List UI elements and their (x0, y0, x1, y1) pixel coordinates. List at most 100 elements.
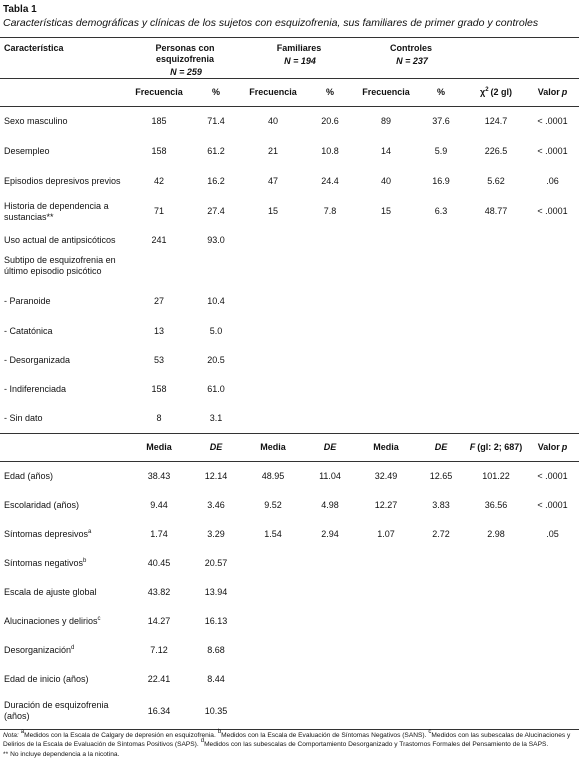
column-header: Media (128, 433, 190, 462)
label-text: - Indiferenciada (4, 383, 67, 394)
note-item: Medidos con las subescalas de Comportami… (204, 741, 549, 748)
table-row: - Catatónica 13 5.0 (0, 317, 579, 346)
row-label: - Paranoide (0, 287, 128, 317)
table-cell: 36.56 (484, 499, 508, 510)
label-text: - Catatónica (4, 325, 53, 336)
table-cell (304, 404, 356, 434)
table-row: - Indiferenciada 158 61.0 (0, 375, 579, 404)
table-row: Edad (años) 38.43 12.14 48.95 11.04 32.49 12.6… (0, 462, 579, 491)
group-name: Controles (390, 43, 433, 53)
header-row: Característica Personas con esquizofrenia… (0, 37, 579, 79)
table-cell (466, 255, 526, 287)
table-cell (356, 549, 416, 578)
table-cell: 43.82 (147, 586, 171, 597)
table-cell (128, 255, 190, 287)
table-row: Escala de ajuste global 43.82 13.94 (0, 578, 579, 607)
table-cell: 226.5 (484, 146, 508, 156)
table-cell: 10.4 (207, 296, 225, 306)
table-cell (304, 227, 356, 255)
table-cell: 8.44 (207, 673, 225, 684)
header-cell (0, 433, 128, 462)
table-cell (526, 255, 579, 287)
column-header: Media (356, 433, 417, 462)
table-cell: 24.4 (321, 176, 339, 186)
table-cell: 8 (156, 412, 162, 423)
table-body: Característica Personas con esquizofrenia… (0, 37, 579, 730)
label-text: Duración de esquizofrenia (años) (4, 700, 109, 722)
text-part: p (561, 442, 568, 452)
table-cell (526, 404, 579, 434)
table-cell: 7.12 (150, 644, 168, 655)
column-header: χ2 (2 gl) (466, 78, 527, 107)
table-cell (242, 227, 304, 255)
table-cell (416, 255, 466, 287)
table-row: Historia de dependencia a sustancias** 71… (0, 197, 579, 227)
table-cell: 40 (381, 176, 392, 186)
table-cell: 124.7 (484, 116, 508, 127)
table-cell (466, 375, 526, 404)
table-row: Escolaridad (años) 9.44 3.46 9.52 4.98 12.27 3… (0, 491, 579, 520)
table-row: Alucinaciones y deliriosc 14.27 16.13 (0, 607, 579, 636)
group-n: N = 259 (170, 67, 202, 77)
column-header: DE (190, 433, 243, 462)
note-sup: a (20, 729, 25, 735)
row-label: Síntomas negativosb (0, 549, 128, 578)
table-cell (242, 404, 304, 434)
label-text: Edad (años) (4, 470, 54, 481)
table-title: Tabla 1 (3, 4, 37, 15)
text-part: DE (209, 442, 223, 452)
table-cell (526, 317, 579, 346)
text-part: (gl: 2; 687) (477, 442, 523, 452)
table-cell: 2.72 (432, 528, 450, 539)
table-cell (466, 317, 526, 346)
table-row: Subtipo de esquizofrenia en último episo… (0, 255, 579, 287)
table-cell: 20.5 (207, 354, 225, 365)
table-cell (466, 287, 526, 317)
label-text: Síntomas negativos (4, 557, 84, 568)
label-text: Alucinaciones y delirios (4, 615, 98, 626)
table-cell (416, 317, 466, 346)
table-cell: 22.41 (147, 673, 171, 684)
row-label: Uso actual de antipsicóticos (0, 227, 128, 255)
table-cell (416, 404, 466, 434)
table-cell: 1.74 (150, 528, 168, 539)
table-cell: 89 (381, 116, 392, 127)
table-cell (304, 665, 356, 694)
table-cell (242, 665, 304, 694)
table-cell: 20.57 (204, 557, 228, 568)
text-part: DE (323, 442, 337, 452)
label-text: Historia de dependencia a sustancias** (4, 200, 109, 222)
label-text: Desorganización (4, 644, 72, 655)
table-cell (356, 255, 416, 287)
table-note: Nota: aMedidos con la Escala de Calgary d… (3, 729, 575, 759)
table-cell: < .0001 (537, 499, 568, 510)
table-cell (416, 346, 466, 375)
table-cell (356, 227, 416, 255)
column-header: % (304, 78, 357, 107)
label-text: - Paranoide (4, 296, 51, 306)
table-row: Síntomas depresivosa 1.74 3.29 1.54 2.94 1.07… (0, 520, 579, 549)
text-part: DE (434, 442, 448, 452)
table-cell (356, 346, 416, 375)
table-cell: 158 (151, 146, 167, 156)
column-header: Frecuencia (242, 78, 305, 107)
row-label: Escala de ajuste global (0, 578, 128, 607)
footnote: ** No incluye dependencia a la nicotina. (3, 750, 575, 759)
label-sup: d (71, 644, 75, 651)
table-cell: 27.4 (207, 206, 225, 216)
table-cell: 10.8 (321, 146, 339, 156)
table-cell (526, 665, 579, 694)
note-sup: d (200, 738, 205, 744)
table-row: - Paranoide 27 10.4 (0, 287, 579, 317)
subheader-row: Frecuencia% Frecuencia% Frecuencia% χ2 (2 gl… (0, 78, 579, 107)
text-part: Valor (537, 87, 560, 97)
table-cell (526, 287, 579, 317)
table-cell: 7.8 (323, 206, 337, 216)
table-cell: 5.0 (209, 325, 223, 336)
footnote-mark: ** (3, 751, 9, 758)
row-label: - Sin dato (0, 404, 128, 434)
table-cell: < .0001 (537, 146, 568, 156)
table-cell: 241 (151, 235, 167, 245)
note-sup: b (217, 729, 222, 735)
